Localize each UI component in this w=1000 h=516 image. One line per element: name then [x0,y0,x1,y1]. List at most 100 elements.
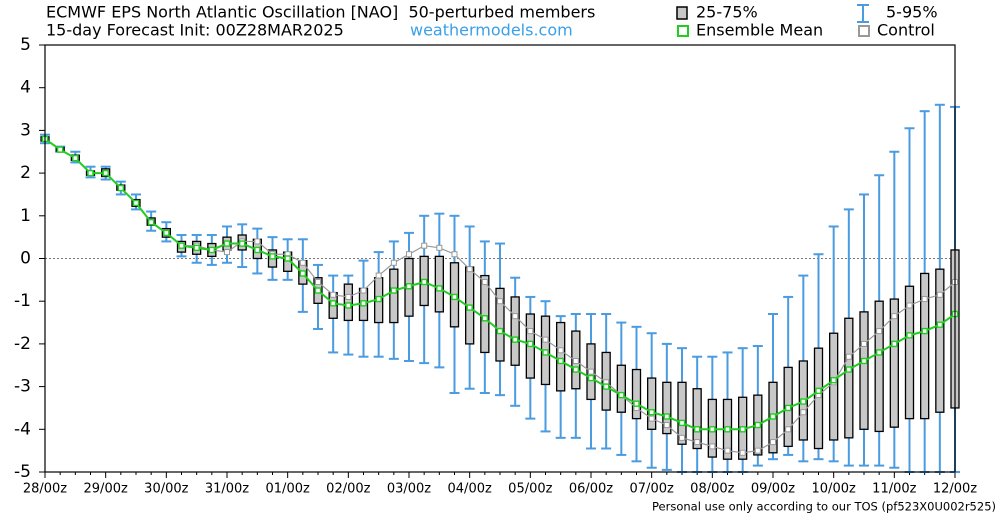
box [343,283,353,322]
y-tick-label: -1 [14,291,31,311]
marker [193,244,200,252]
marker [512,313,519,320]
footer: Personal use only according to our TOS (… [652,500,996,514]
x-tick-label: 30/00z [144,482,188,497]
box [510,296,520,366]
marker [845,366,853,373]
marker [178,242,185,249]
box [692,388,702,450]
marker [815,387,822,395]
marker [588,368,594,375]
box [631,368,642,420]
chart-title: ECMWF EPS North Atlantic Oscillation [NA… [46,3,595,22]
marker [739,426,746,433]
x-tick-label: 05/00z [508,482,552,497]
marker [254,246,261,254]
legend-label: 5-95% [886,3,938,22]
marker [390,259,397,266]
y-tick-label: 5 [20,35,31,55]
box [874,300,884,433]
marker [345,293,352,300]
marker [299,270,307,277]
marker [754,447,761,454]
marker [421,242,428,249]
legend-label: 25-75% [696,3,758,22]
y-tick-label: -4 [14,419,31,439]
marker [390,287,398,294]
x-tick-label: 31/00z [205,482,249,497]
marker [648,415,655,422]
y-tick-label: 4 [20,78,31,98]
marker [406,251,412,258]
marker [147,219,155,226]
box [935,268,945,413]
x-tick-label: 02/00z [326,482,370,497]
marker [481,315,489,322]
marker [315,278,321,285]
box [556,321,566,392]
marker [785,426,792,433]
marker [451,293,458,301]
marker [405,283,413,290]
marker [572,366,580,373]
marker [906,332,913,339]
marker [330,291,337,298]
marker [906,302,913,309]
marker [360,300,367,307]
x-tick-label: 29/00z [84,482,128,497]
marker [542,349,549,356]
legend-mean-icon [677,25,689,37]
x-tick-label: 04/00z [448,482,492,497]
y-tick-label: 1 [20,206,31,226]
box [889,298,899,428]
plot-frame [44,44,956,473]
marker [208,246,216,254]
marker [921,296,928,303]
x-tick-label: 10/00z [812,482,856,497]
legend: 25-75% 5-95% Ensemble Mean Control [676,3,938,40]
marker [56,146,64,153]
box [616,364,626,413]
box [434,255,444,313]
marker [132,199,140,207]
marker [299,259,306,266]
marker [693,426,701,433]
legend-box-icon [676,6,688,20]
marker [587,374,595,382]
y-tick-label: -5 [14,462,31,482]
marker [800,398,807,405]
marker [618,391,625,399]
box [389,268,399,324]
box [677,381,687,445]
marker [784,404,792,412]
marker [557,357,564,365]
box [859,311,869,430]
marker [238,240,246,247]
x-tick-label: 08/00z [690,482,734,497]
marker [224,249,230,256]
marker [314,287,322,294]
marker [739,449,746,456]
marker [663,422,670,429]
marker [830,376,837,384]
marker [511,336,519,343]
marker [770,439,776,446]
marker [648,409,655,416]
marker [466,304,473,311]
marker [72,154,79,162]
x-tick-label: 06/00z [569,482,613,497]
x-tick-label: 09/00z [751,482,795,497]
y-tick-label: -2 [14,334,31,354]
chart-subtitle: 15-day Forecast Init: 00Z28MAR2025 [46,21,344,40]
box [647,377,657,430]
x-tick-label: 03/00z [387,482,431,497]
marker [694,439,701,446]
marker [678,419,686,427]
box [904,285,915,420]
marker [861,340,867,347]
marker [254,238,261,245]
marker [709,443,716,450]
box [829,332,839,441]
legend-whisker-icon [857,4,869,23]
